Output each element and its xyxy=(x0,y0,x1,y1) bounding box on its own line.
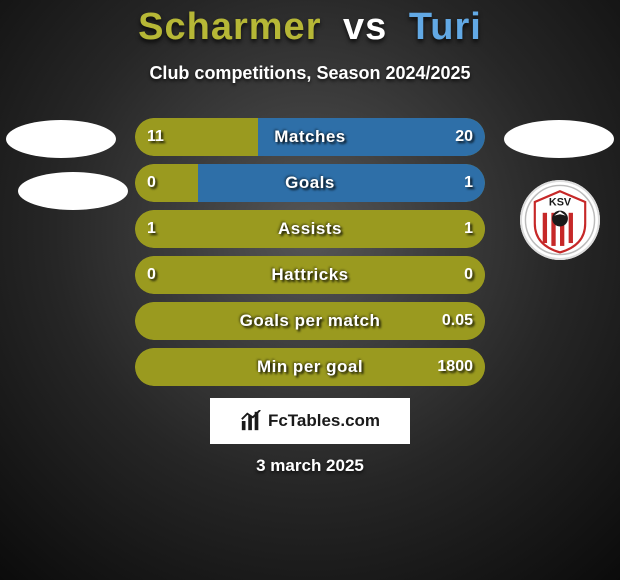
content-root: Scharmer vs Turi Club competitions, Seas… xyxy=(0,0,620,580)
stat-row: 01Goals xyxy=(135,164,485,202)
player2-club-logo: KSV xyxy=(520,180,600,260)
bar-left-fill xyxy=(135,348,485,386)
player2-badge-top xyxy=(504,120,614,158)
bar-left-fill xyxy=(135,302,485,340)
player1-badge-top xyxy=(6,120,116,158)
chart-icon xyxy=(240,410,262,432)
stat-row: 1120Matches xyxy=(135,118,485,156)
bar-right-fill xyxy=(198,164,485,202)
stat-row: 11Assists xyxy=(135,210,485,248)
fctables-label: FcTables.com xyxy=(268,411,380,431)
bar-left-fill xyxy=(135,118,258,156)
footer-date: 3 march 2025 xyxy=(0,456,620,476)
comparison-bars: 1120Matches 01Goals 11Assists 00Hattricks 0.… xyxy=(135,118,485,394)
bar-left-fill xyxy=(135,210,485,248)
title-player1: Scharmer xyxy=(138,6,321,48)
subtitle: Club competitions, Season 2024/2025 xyxy=(0,63,620,84)
bar-left-fill xyxy=(135,164,198,202)
svg-text:KSV: KSV xyxy=(549,197,572,209)
bar-left-fill xyxy=(135,256,485,294)
page-title: Scharmer vs Turi xyxy=(0,0,620,49)
stat-row: 1800Min per goal xyxy=(135,348,485,386)
club-logo-icon: KSV xyxy=(524,184,596,256)
title-vs: vs xyxy=(343,6,387,48)
player1-badge-bottom xyxy=(18,172,128,210)
bar-right-fill xyxy=(258,118,486,156)
fctables-watermark[interactable]: FcTables.com xyxy=(210,398,410,444)
stat-row: 00Hattricks xyxy=(135,256,485,294)
title-player2: Turi xyxy=(409,6,482,48)
stat-row: 0.05Goals per match xyxy=(135,302,485,340)
